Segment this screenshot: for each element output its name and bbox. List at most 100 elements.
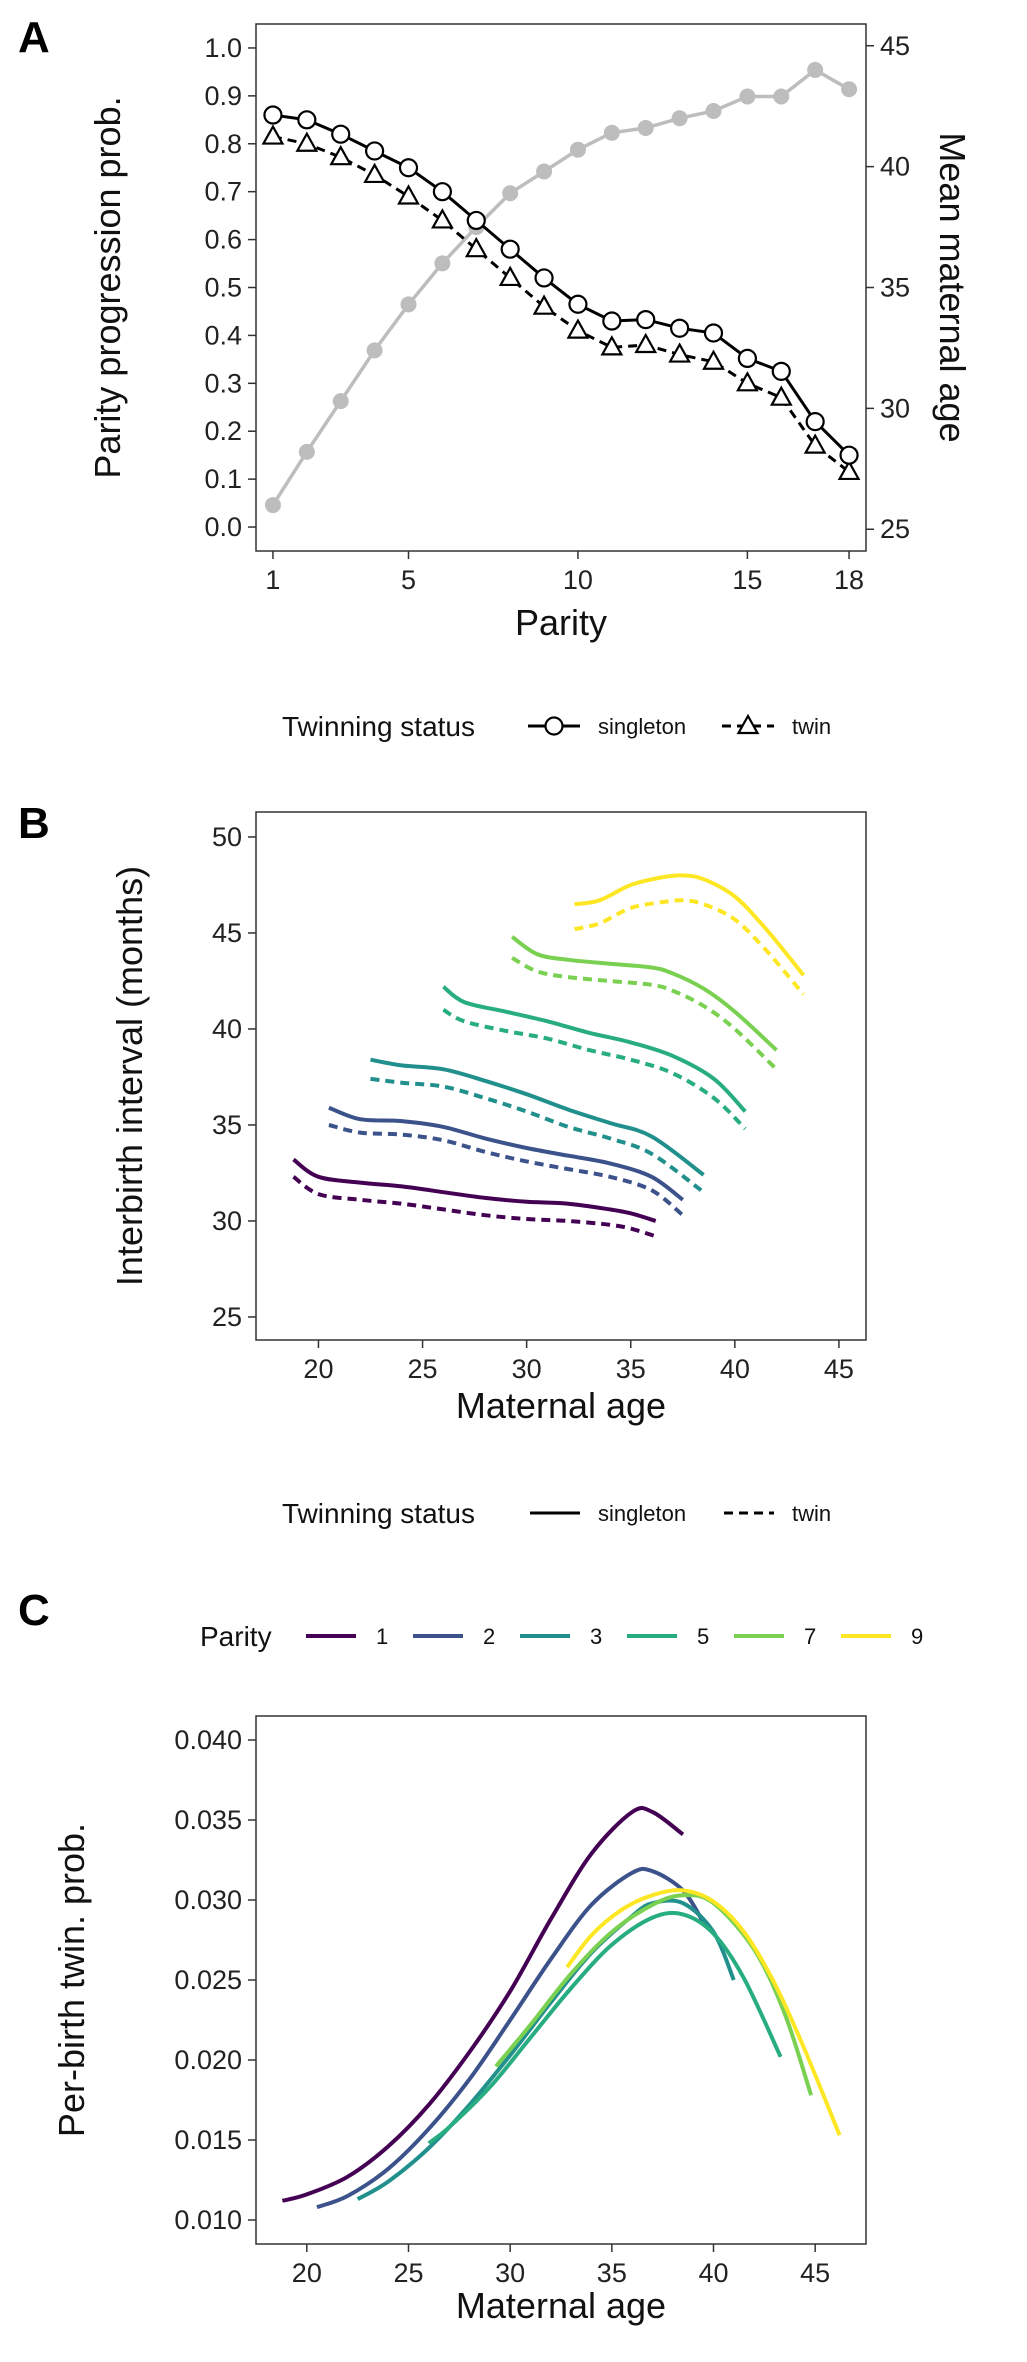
legend-title: Twinning status (282, 1498, 475, 1529)
x-tick-label: 18 (834, 565, 864, 595)
twin-triangle-marker (634, 332, 658, 354)
y-tick-label: 0.030 (174, 1885, 242, 1915)
mean-age-point (773, 88, 790, 105)
x-tick-label: 25 (408, 1354, 438, 1384)
mean-age-point (841, 81, 858, 98)
legend-label: 2 (483, 1624, 495, 1649)
singleton-circle-marker (432, 182, 452, 202)
y-tick-label: 25 (212, 1302, 242, 1332)
y-tick-label: 0.020 (174, 2045, 242, 2075)
y-tick-label: 50 (212, 822, 242, 852)
y-tick-label: 30 (212, 1206, 242, 1236)
y2-tick-label: 35 (880, 273, 910, 303)
singleton-circle-marker (602, 311, 622, 331)
singleton-circle-marker (500, 239, 520, 259)
x-tick-label: 25 (393, 2258, 423, 2288)
twin-triangle-marker (532, 294, 556, 315)
mean-age-point (366, 342, 383, 359)
twin-triangle-marker (668, 342, 691, 363)
y-tick-label: 0.035 (174, 1805, 242, 1835)
mean-age-point (739, 88, 756, 105)
x-tick-label: 1 (265, 565, 280, 595)
twin-prob-line-parity-1 (281, 1805, 685, 2203)
twin-prob-line-parity-5 (427, 1910, 783, 2145)
y-tick-label: 0.6 (204, 225, 242, 255)
panel-a: A1 5 10 15 180.00.10.20.30.40.50.60.70.80.91… (18, 13, 973, 742)
singleton-circle-marker (568, 294, 588, 314)
mean-age-point (637, 119, 654, 136)
singleton-circle-marker (737, 348, 757, 369)
mean-age-point (332, 393, 349, 410)
y-tick-label: 45 (212, 918, 242, 948)
singleton-circle-marker (839, 445, 859, 465)
legend-label: twin (792, 714, 831, 739)
singleton-circle-marker (365, 141, 385, 161)
mean-age-point (671, 110, 688, 127)
mean-age-point (705, 103, 722, 120)
twin-triangle-marker (464, 236, 488, 258)
x-tick-label: 5 (401, 565, 416, 595)
x-tick-label: 20 (303, 1354, 333, 1384)
twin-prob-line-parity-7 (494, 1893, 814, 2096)
legend-label: singleton (598, 1501, 686, 1526)
x-tick-label: 30 (495, 2258, 525, 2288)
y-tick-label: 40 (212, 1014, 242, 1044)
singleton-circle-marker (466, 210, 486, 231)
interval-line-parity-2-twin (328, 1123, 685, 1217)
x-axis-title: Maternal age (456, 1385, 666, 1426)
interval-line-parity-9-singleton (574, 873, 806, 977)
mean-age-point (603, 124, 620, 141)
mean-age-point (298, 443, 315, 460)
plot-border (255, 811, 867, 1341)
y-tick-label: 0.4 (204, 320, 242, 350)
legend-label: twin (792, 1501, 831, 1526)
twin-triangle-marker (498, 265, 522, 287)
singleton-circle-marker (297, 110, 317, 130)
y2-axis-title: Mean maternal age (932, 132, 973, 442)
y-tick-label: 0.025 (174, 1965, 242, 1995)
y-tick-label: 0.3 (204, 368, 242, 398)
mean-age-point (536, 163, 553, 180)
x-tick-label: 15 (732, 565, 762, 595)
legend-title: Twinning status (282, 711, 475, 742)
singleton-circle-marker (703, 323, 724, 343)
legend-label: 9 (911, 1624, 923, 1649)
singleton-circle-marker (805, 412, 825, 432)
legend-title: Parity (200, 1621, 272, 1652)
interval-line-parity-5-singleton (442, 985, 747, 1113)
x-axis-title: Parity (515, 602, 607, 643)
y-tick-label: 0.010 (174, 2205, 242, 2235)
mean-age-point (434, 255, 451, 272)
panel-letter: C (18, 1586, 50, 1635)
x-tick-label: 20 (292, 2258, 322, 2288)
twin-triangle-marker (261, 124, 285, 145)
twin-triangle-marker (837, 459, 861, 481)
y-axis-title: Parity progression prob. (87, 96, 128, 478)
x-tick-label: 30 (512, 1354, 542, 1384)
legend-label: singleton (598, 714, 686, 739)
interval-line-parity-7-twin (511, 956, 778, 1071)
mean-age-point (264, 497, 281, 514)
singleton-circle-marker (636, 309, 656, 330)
singleton-circle-marker (263, 105, 283, 125)
singleton-circle-marker (670, 318, 690, 338)
mean-age-point (502, 185, 519, 202)
legend-label: 3 (590, 1624, 602, 1649)
plot-border (255, 23, 867, 552)
y-tick-label: 35 (212, 1110, 242, 1140)
twin-triangle-marker (702, 349, 725, 370)
legend-label: 5 (697, 1624, 709, 1649)
twin-prob-line-parity-9 (565, 1888, 842, 2136)
twin-triangle-marker (431, 208, 454, 229)
y-tick-label: 0.9 (204, 81, 242, 111)
x-tick-label: 40 (720, 1354, 750, 1384)
y-tick-label: 0.1 (204, 464, 242, 494)
twin-triangle-marker (600, 335, 624, 356)
legend-label: 1 (376, 1624, 388, 1649)
twin-prob-line-parity-3 (356, 1898, 736, 2201)
interval-line-parity-1-singleton (292, 1157, 657, 1223)
y-tick-label: 0.2 (204, 416, 242, 446)
legend-key-triangle (736, 713, 760, 735)
mean-age-line (271, 67, 850, 507)
